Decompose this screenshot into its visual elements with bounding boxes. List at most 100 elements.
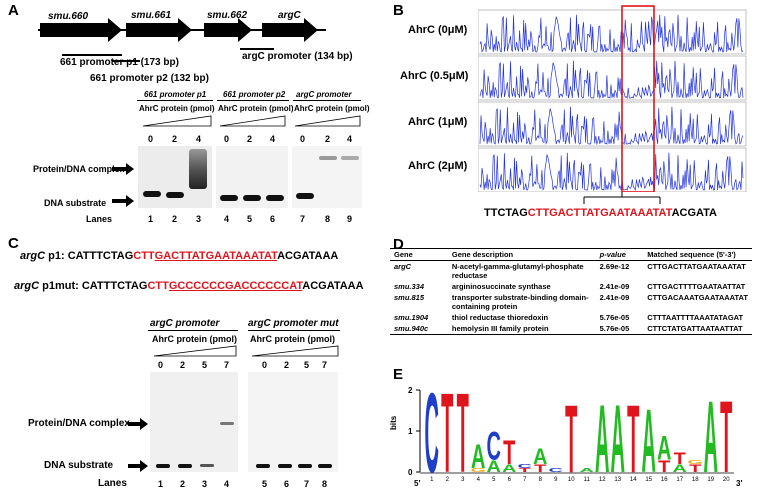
amt-a3: 4 xyxy=(196,134,202,144)
logo-letter-G: G xyxy=(687,459,703,465)
logo-letter-C: C xyxy=(425,372,439,490)
ytick-label: 0 xyxy=(408,468,413,477)
lane-c5: 5 xyxy=(262,479,268,489)
table-row: smu.815 transporter substrate-binding dom… xyxy=(394,293,748,311)
complex-label-a: Protein/DNA complex xyxy=(33,164,125,174)
logo-letter-T: T xyxy=(689,462,701,475)
position-label: 2 xyxy=(446,477,450,483)
position-label: 18 xyxy=(692,477,699,483)
logo-letter-A: A xyxy=(471,437,485,475)
lane-c2: 2 xyxy=(180,479,186,489)
table-row: smu.334 argininosuccinate synthase 2.41e-0… xyxy=(394,282,746,291)
gel-a-protein-3: AhrC protein (pmol) xyxy=(294,104,370,113)
position-label: 3 xyxy=(461,477,465,483)
table-row: smu.1904 thiol reductase thioredoxin 5.76e… xyxy=(394,313,744,322)
gene-label-smu660: smu.660 xyxy=(48,11,89,22)
end-5-label: 5′ xyxy=(414,479,420,488)
amt-c1: 0 xyxy=(158,360,164,370)
logo-letter-T: T xyxy=(534,462,546,475)
amt-a2: 2 xyxy=(172,134,178,144)
argc-promoter-label: argC promoter (134 bp) xyxy=(242,51,353,62)
logo-letter-A: A xyxy=(673,462,688,475)
position-label: 19 xyxy=(707,477,714,483)
logo-letter-A: A xyxy=(580,467,595,473)
substrate-label-c: DNA substrate xyxy=(44,460,114,471)
logo-letter-C: C xyxy=(518,463,533,469)
gel-c1 xyxy=(150,372,238,472)
gene-label-smu662: smu.662 xyxy=(207,10,248,21)
gel-a-header-3: argC promoter xyxy=(296,90,352,99)
gel-c-header-1: argC promoter xyxy=(150,318,220,329)
amt-c4: 7 xyxy=(224,360,230,370)
panel-e-label: E xyxy=(393,366,404,383)
lane-c8: 8 xyxy=(322,479,328,489)
panel-c-label: C xyxy=(8,235,19,252)
lanes-label-c: Lanes xyxy=(98,478,127,489)
end-3-label: 3′ xyxy=(736,479,742,488)
position-label: 20 xyxy=(723,477,730,483)
th-pvalue: p-value xyxy=(595,248,644,261)
amt-a7: 0 xyxy=(300,134,306,144)
position-label: 14 xyxy=(630,477,637,483)
panel-a-label: A xyxy=(8,2,19,19)
amt-a6: 4 xyxy=(270,134,276,144)
logo-letter-T: T xyxy=(519,467,531,473)
lane-a9: 9 xyxy=(347,214,353,224)
gel-a2 xyxy=(216,146,288,208)
th-seq: Matched sequence (5'-3') xyxy=(643,248,752,261)
lane-a5: 5 xyxy=(247,214,253,224)
cond-2: AhrC (1μM) xyxy=(408,116,468,128)
footprint-bracket xyxy=(583,192,661,204)
gel-a-wedges xyxy=(142,115,361,127)
substrate-label-a: DNA substrate xyxy=(44,198,107,208)
amt-c3: 5 xyxy=(202,360,208,370)
logo-letter-A: A xyxy=(595,385,609,490)
lane-a7: 7 xyxy=(300,214,306,224)
motif-table: Gene Gene description p-value Matched se… xyxy=(390,248,752,335)
p1-bar xyxy=(62,54,122,56)
position-label: 1 xyxy=(430,477,434,483)
logo-letter-A: A xyxy=(611,385,625,490)
amt-a9: 4 xyxy=(347,134,353,144)
p1-label: 661 promoter p1 (173 bp) xyxy=(60,57,179,68)
arrow-complex-a-icon xyxy=(112,163,134,175)
seq-row-1: argC p1: CATTTCTAGCTTGACTTATGAATAAATATAC… xyxy=(20,250,339,262)
amt-a4: 0 xyxy=(224,134,230,144)
cond-0: AhrC (0μM) xyxy=(408,24,468,36)
gene-arrow-smu661 xyxy=(126,18,192,42)
position-label: 9 xyxy=(554,477,558,483)
gene-label-argc: argC xyxy=(278,10,301,21)
logo-letter-C: C xyxy=(549,467,564,473)
argc-bar xyxy=(240,48,274,50)
logo-letter-T: T xyxy=(503,433,515,471)
panel-b-label: B xyxy=(393,2,404,19)
logo-letter-A: A xyxy=(502,462,517,475)
lane-a2: 2 xyxy=(172,214,178,224)
gel-c-protein-1: AhrC protein (pmol) xyxy=(152,334,237,344)
logo-letter-A: A xyxy=(657,429,671,467)
amt-a8: 2 xyxy=(325,134,331,144)
gel-a-header-2: 661 promoter p2 xyxy=(223,90,286,99)
amt-c8: 7 xyxy=(322,360,328,370)
arrow-substrate-a-icon xyxy=(112,195,134,207)
gel-a-protein-1: AhrC protein (pmol) xyxy=(139,104,215,113)
lane-c4: 4 xyxy=(224,479,230,489)
amt-c7: 5 xyxy=(304,360,310,370)
logo-letter-T: T xyxy=(441,372,453,490)
gene-arrow-smu660 xyxy=(40,18,122,42)
gel-a-header-1: 661 promoter p1 xyxy=(144,90,207,99)
logo-letter-A: A xyxy=(642,391,656,490)
ylabel: bits xyxy=(389,415,398,430)
position-label: 13 xyxy=(614,477,621,483)
position-label: 7 xyxy=(523,477,527,483)
p2-label: 661 promoter p2 (132 bp) xyxy=(90,73,209,84)
gel-a1 xyxy=(138,146,212,208)
logo-letter-T: T xyxy=(720,380,732,490)
gel-a3 xyxy=(292,146,362,208)
table-row: smu.940c hemolysin III family protein 5.76… xyxy=(390,323,752,335)
th-gene: Gene xyxy=(390,248,448,261)
position-label: 16 xyxy=(661,477,668,483)
gel-c-protein-2: AhrC protein (pmol) xyxy=(250,334,335,344)
ytick-label: 1 xyxy=(408,427,413,436)
amt-a1: 0 xyxy=(148,134,154,144)
